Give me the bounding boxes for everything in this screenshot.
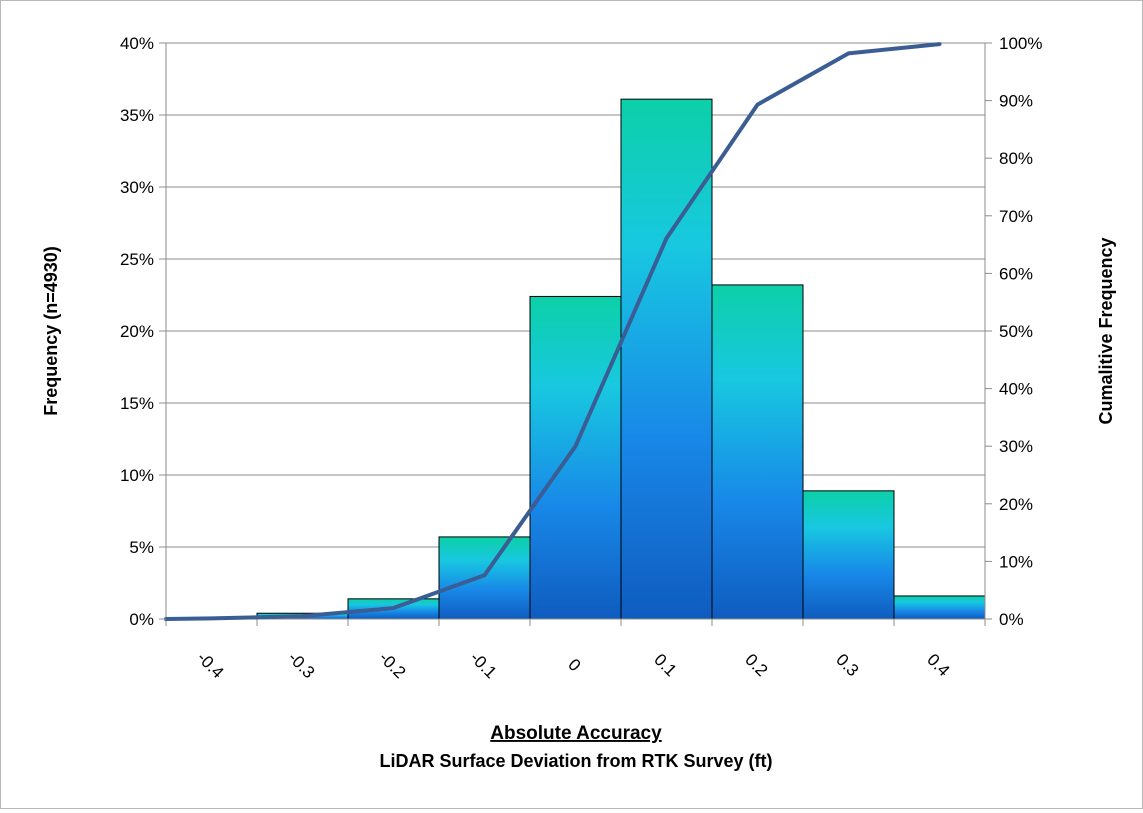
histogram-bar-8: [893, 595, 986, 620]
histogram-bar-6: [711, 284, 804, 620]
x-tick-label: 0.2: [741, 650, 771, 680]
y-tick-label: 10%: [120, 466, 154, 485]
y2-tick-label: 0%: [999, 610, 1024, 629]
y-tick-label: 20%: [120, 322, 154, 341]
y2-tick-label: 30%: [999, 437, 1033, 456]
histogram-bar-4: [529, 295, 622, 620]
x-axis-ticks: -0.4 -0.3 -0.2 -0.1 0 0.1 0.2 0.3 0.4: [193, 648, 953, 682]
y-axis-title: Frequency (n=4930): [41, 246, 61, 416]
y-tick-label: 30%: [120, 178, 154, 197]
x-axis-subtitle: LiDAR Surface Deviation from RTK Survey …: [379, 751, 772, 771]
y-tick-label: 15%: [120, 394, 154, 413]
y2-axis-title: Cumalitive Frequency: [1096, 237, 1116, 424]
right-axis-ticks: 0% 10% 20% 30% 40% 50% 60% 70% 80% 90% 100%: [985, 34, 1042, 629]
y2-tick-label: 90%: [999, 92, 1033, 111]
x-tick-label: -0.1: [466, 648, 500, 682]
x-tick-label: 0.3: [832, 650, 862, 680]
histogram-bar-5: [620, 98, 713, 620]
x-tick-label: -0.4: [193, 648, 227, 682]
y2-tick-label: 40%: [999, 380, 1033, 399]
y-tick-label: 35%: [120, 106, 154, 125]
cumulative-frequency-line: [164, 42, 942, 621]
histogram-bar-7: [802, 490, 895, 620]
y2-tick-label: 10%: [999, 552, 1033, 571]
y2-tick-label: 100%: [999, 34, 1042, 53]
y2-tick-label: 20%: [999, 495, 1033, 514]
x-tick-label: -0.3: [284, 648, 318, 682]
y2-tick-label: 80%: [999, 149, 1033, 168]
x-tick-label: -0.2: [375, 648, 409, 682]
cumulative-line-group: [164, 42, 942, 621]
y2-tick-label: 60%: [999, 264, 1033, 283]
x-tick-label: 0.1: [650, 650, 680, 680]
x-tick-label: 0.4: [923, 650, 953, 680]
y2-tick-label: 50%: [999, 322, 1033, 341]
x-axis-title: Absolute Accuracy: [490, 723, 662, 744]
histogram-bars: [165, 98, 986, 620]
y-tick-label: 0%: [129, 610, 154, 629]
y-tick-label: 25%: [120, 250, 154, 269]
y-tick-label: 40%: [120, 34, 154, 53]
x-tick-label: 0: [564, 655, 584, 675]
left-axis-ticks: 0% 5% 10% 15% 20% 25% 30% 35% 40%: [120, 34, 166, 629]
y2-tick-label: 70%: [999, 207, 1033, 226]
histogram-bar-3: [438, 536, 531, 620]
y-tick-label: 5%: [129, 538, 154, 557]
